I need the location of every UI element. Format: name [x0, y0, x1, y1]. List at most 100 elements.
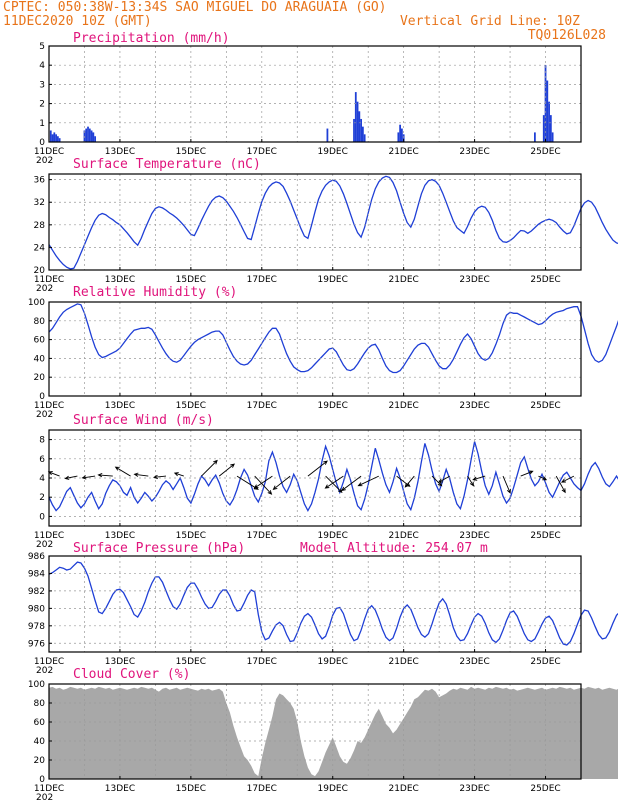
cloud-xtick-label: 11DEC: [34, 784, 64, 794]
precip-bar: [397, 132, 400, 142]
precip-bar: [94, 136, 96, 142]
precip-bar: [53, 132, 56, 142]
wind-vector: [325, 475, 343, 494]
wind-vector: [81, 475, 96, 480]
wind-vector: [560, 475, 575, 483]
humidity-data-layer: [48, 303, 618, 374]
cloud-cover-area: [49, 686, 618, 779]
pressure-ytick-label: 982: [28, 587, 45, 597]
precip-bar: [58, 138, 61, 142]
precip-xtick-label: 23DEC: [459, 147, 489, 157]
precip-ytick-label: 5: [39, 42, 45, 52]
wind-vector: [218, 463, 236, 477]
cloud-xtick-label: 13DEC: [105, 784, 135, 794]
cloud-xtick-label: 23DEC: [459, 784, 489, 794]
temp-ytick-label: 28: [34, 221, 46, 231]
wind-vector: [133, 472, 149, 477]
humidity-ytick-label: 100: [28, 298, 45, 308]
precip-bar: [90, 130, 93, 142]
temperature-panel: Surface Temperature (nC) 20 24 28 32 36 11DEC…: [34, 157, 618, 294]
humidity-frame: [48, 301, 582, 397]
pressure-xtick-label: 11DEC: [34, 657, 64, 667]
wind-data-layer: [48, 441, 618, 512]
temperature-title: Surface Temperature (nC): [73, 157, 261, 172]
temp-ytick-label: 36: [34, 176, 46, 186]
wind-vector: [538, 475, 548, 481]
precip-ytick-label: 3: [39, 80, 45, 90]
wind-vector: [438, 475, 451, 483]
precip-bar: [546, 80, 549, 142]
wind-vector: [520, 470, 534, 477]
wind-vector: [341, 475, 362, 492]
temp-xtick-label: 11DEC: [34, 275, 64, 285]
cloud-ytick-label: 60: [34, 718, 46, 728]
precip-bar: [360, 118, 362, 142]
wind-vector: [472, 475, 486, 481]
precip-bar: [49, 130, 52, 142]
wind-vector: [173, 472, 184, 477]
temp-xtick-label: 21DEC: [388, 275, 418, 285]
wind-vector: [307, 460, 328, 477]
temp-xtick-label: 15DEC: [176, 275, 206, 285]
precip-bar: [358, 111, 361, 142]
precip-bar: [56, 136, 59, 142]
temp-ytick-label: 20: [34, 266, 46, 276]
wind-vector: [254, 475, 273, 495]
precip-xtick-label: 25DEC: [530, 147, 560, 157]
pressure-panel: Surface Pressure (hPa) Model Altitude: 2…: [28, 541, 618, 676]
wind-line: [48, 441, 618, 512]
wind-xtick-label: 11DEC: [34, 531, 64, 541]
precip-bar: [92, 132, 95, 142]
precip-xtick-label: 11DEC: [34, 147, 64, 157]
temp-ytick-label: 32: [34, 198, 45, 208]
precipitation-title: Precipitation (mm/h): [73, 31, 230, 46]
cloud-frame: [48, 683, 582, 780]
wind-vector: [502, 475, 511, 494]
wind-xtick-label: 25DEC: [530, 531, 560, 541]
precip-bar: [399, 124, 402, 142]
precip-ytick-label: 2: [39, 100, 45, 110]
humidity-xtick-label: 19DEC: [318, 401, 348, 411]
wind-panel: Surface Wind (m/s) 0 2 4 6 8 11DEC 13DEC 15DEC 1…: [34, 413, 618, 550]
temp-xtick-label: 13DEC: [105, 275, 135, 285]
model-altitude-label: Model Altitude: 254.07 m: [300, 541, 488, 556]
humidity-line: [48, 303, 618, 374]
pressure-data-layer: [48, 561, 618, 646]
wind-vector: [324, 475, 344, 489]
cloud-xtick-label: 15DEC: [176, 784, 206, 794]
precip-bar: [548, 101, 550, 142]
precip-ytick-label: 0: [39, 138, 45, 148]
wind-xtick-label: 19DEC: [318, 531, 348, 541]
pressure-xtick-label: 19DEC: [318, 657, 348, 667]
cloud-xtick-label: 17DEC: [247, 784, 277, 794]
wind-vector: [97, 472, 113, 478]
cloud-xtick-label: 19DEC: [318, 784, 348, 794]
cloud-ytick-label: 0: [39, 775, 45, 785]
precip-bar: [542, 115, 545, 142]
wind-vector: [555, 475, 566, 494]
precip-bar: [401, 128, 403, 142]
wind-frame: [48, 429, 582, 527]
temp-frame: [48, 173, 582, 271]
precip-bar: [551, 132, 554, 142]
pressure-ytick-label: 976: [28, 639, 45, 649]
humidity-panel: Relative Humidity (%) 0 20 40 60 80 100 11DEC 1…: [28, 285, 618, 420]
humidity-year-label: 202: [36, 410, 53, 420]
cloud-ytick-label: 20: [34, 756, 46, 766]
temp-xtick-label: 23DEC: [459, 275, 489, 285]
humidity-xtick-label: 15DEC: [176, 401, 206, 411]
wind-xtick-label: 15DEC: [176, 531, 206, 541]
precipitation-panel: Precipitation (mm/h) 0 1 2 3 4 5 11DEC 13DEC 15D…: [34, 31, 582, 166]
precip-bar: [361, 126, 364, 142]
precip-ytick-label: 4: [39, 61, 45, 71]
precip-frame: [48, 45, 582, 143]
cloud-data-layer: [49, 686, 618, 779]
temp-xtick-label: 17DEC: [247, 275, 277, 285]
pressure-year-label: 202: [36, 666, 53, 676]
humidity-ytick-label: 60: [34, 336, 46, 346]
temp-ytick-label: 24: [34, 243, 46, 253]
humidity-xtick-label: 21DEC: [388, 401, 418, 411]
cloud-xtick-label: 25DEC: [530, 784, 560, 794]
cloud-cover-title: Cloud Cover (%): [73, 667, 190, 682]
